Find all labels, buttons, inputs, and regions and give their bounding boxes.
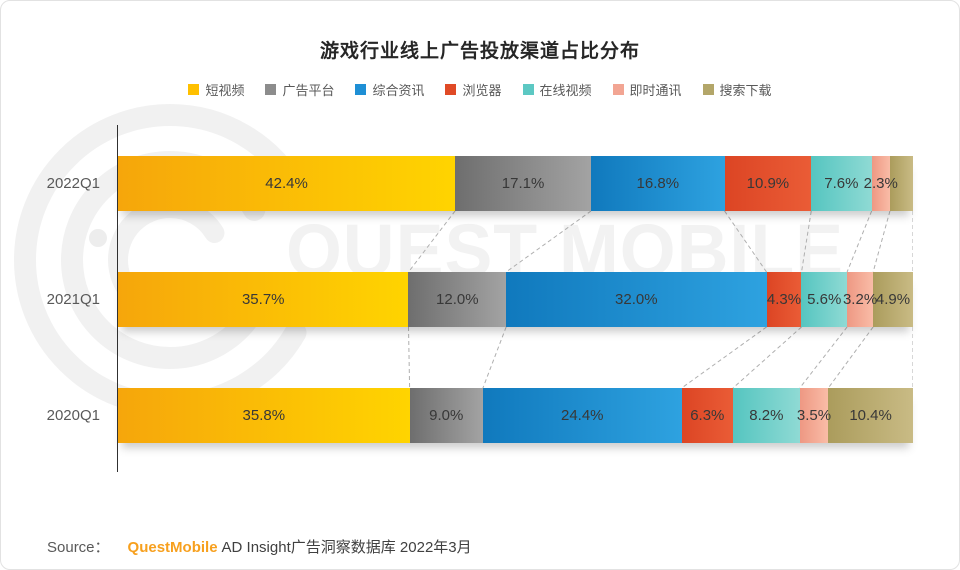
chart-title: 游戏行业线上广告投放渠道占比分布 xyxy=(319,41,640,62)
segment-value-label: 32.0% xyxy=(615,291,658,308)
legend-label: 搜索下载 xyxy=(719,83,772,98)
legend-item: 短视频 xyxy=(188,80,244,99)
legend-item: 在线视频 xyxy=(522,80,592,99)
legend-item: 即时通讯 xyxy=(612,80,682,99)
bar-segment: 17.1% xyxy=(455,156,592,211)
bar-segment: 8.2% xyxy=(732,388,800,443)
connector-line xyxy=(801,210,812,273)
category-label: 2021Q1 xyxy=(46,291,100,308)
legend-item: 广告平台 xyxy=(265,80,334,99)
legend-label: 综合资讯 xyxy=(372,83,425,98)
legend-swatch-icon xyxy=(612,84,624,95)
connector-line xyxy=(846,210,873,273)
bar-segment: 4.9% xyxy=(873,272,913,327)
source-brand: QuestMobile xyxy=(127,539,218,556)
bar-segment: 3.2% xyxy=(843,272,877,327)
legend-swatch-icon xyxy=(445,84,457,95)
segment-value-label: 42.4% xyxy=(265,175,308,192)
bar-segment: 3.5% xyxy=(796,388,832,443)
segment-value-label: 4.9% xyxy=(875,291,911,308)
segment-value-label: 6.3% xyxy=(690,407,725,424)
bar-segment: 4.3% xyxy=(766,272,802,327)
connector-line xyxy=(505,210,592,273)
connector-line xyxy=(732,326,802,389)
bar-row-2020q1: 35.8% 9.0% 24.4% 6.3% 8.2% 3.5% 10.4% xyxy=(118,388,913,443)
connector-line xyxy=(482,326,507,389)
segment-value-label: 17.1% xyxy=(501,175,545,192)
bar-segment: 10.4% xyxy=(828,388,913,443)
segment-value-label: 16.8% xyxy=(636,175,680,192)
bar-segment: 6.3% xyxy=(681,388,733,443)
bar-row-2022q1: 42.4% 17.1% 16.8% 10.9% 7.6% 2.3% xyxy=(118,156,913,211)
legend-item: 浏览器 xyxy=(445,80,502,99)
bar-segment: 32.0% xyxy=(506,272,767,327)
bar-segment: 5.6% xyxy=(801,272,848,327)
segment-value-label: 35.7% xyxy=(241,291,285,308)
connector-line xyxy=(681,326,767,389)
bar-segment: 7.6% xyxy=(811,156,872,211)
source-label: Source： xyxy=(47,539,110,556)
bar-segment: 35.7% xyxy=(118,272,409,327)
legend: 短视频 广告平台 综合资讯 浏览器 在线视频 即时通讯 搜索下载 xyxy=(0,80,960,99)
legend-swatch-icon xyxy=(702,84,714,95)
segment-value-label: 10.4% xyxy=(849,407,892,424)
legend-swatch-icon xyxy=(265,84,277,95)
segment-value-label: 3.5% xyxy=(796,407,832,424)
bar-segment: 42.4% xyxy=(118,156,456,211)
connector-line xyxy=(872,210,891,273)
bar-segment xyxy=(889,156,913,211)
legend-item: 综合资讯 xyxy=(355,80,424,99)
bar-segment: 12.0% xyxy=(408,272,507,327)
legend-swatch-icon xyxy=(355,84,367,95)
legend-label: 即时通讯 xyxy=(629,83,682,98)
source-text: AD Insight广告洞察数据库 2022年3月 xyxy=(221,539,472,556)
segment-value-label: 4.3% xyxy=(766,291,802,308)
legend-label: 广告平台 xyxy=(282,83,335,98)
segment-value-label: 35.8% xyxy=(242,407,286,424)
segment-value-label: 8.2% xyxy=(749,407,784,424)
segment-value-label: 7.6% xyxy=(824,175,859,192)
segment-value-label: 3.2% xyxy=(842,291,878,308)
bar-segment: 9.0% xyxy=(409,388,483,443)
segment-value-label: 5.6% xyxy=(807,291,842,308)
segment-value-label: 9.0% xyxy=(429,407,464,424)
segment-connector-lines xyxy=(407,210,913,389)
bar-segment: 16.8% xyxy=(591,156,725,211)
legend-item: 搜索下载 xyxy=(702,80,772,99)
connector-line xyxy=(408,210,456,273)
connector-line xyxy=(407,326,411,389)
plot-area: 2022Q1 42.4% 17.1% 16.8% 10.9% 7.6% 2.3% 2021Q1… xyxy=(47,125,913,472)
legend-swatch-icon xyxy=(522,84,534,95)
segment-value-label: 24.4% xyxy=(560,407,604,424)
bar-segment: 35.8% xyxy=(118,388,410,443)
segment-value-label: 12.0% xyxy=(436,291,479,308)
legend-label: 短视频 xyxy=(205,83,245,98)
connector-line xyxy=(799,326,848,389)
legend-label: 在线视频 xyxy=(539,83,592,98)
segment-value-label: 2.3% xyxy=(863,175,898,192)
bar-row-2021q1: 35.7% 12.0% 32.0% 4.3% 5.6% 3.2% 4.9% xyxy=(118,272,913,327)
source-line: Source： QuestMobile AD Insight广告洞察数据库 20… xyxy=(47,536,472,557)
bar-segment: 10.9% xyxy=(724,156,812,211)
legend-label: 浏览器 xyxy=(462,83,502,98)
segment-value-label: 10.9% xyxy=(746,175,790,192)
bar-segment: 2.3% xyxy=(864,156,898,211)
legend-swatch-icon xyxy=(188,84,200,95)
connector-line xyxy=(724,210,767,273)
bar-segment: 24.4% xyxy=(482,388,682,443)
category-label: 2022Q1 xyxy=(46,175,100,192)
category-label: 2020Q1 xyxy=(46,407,100,424)
connector-line xyxy=(827,326,874,389)
